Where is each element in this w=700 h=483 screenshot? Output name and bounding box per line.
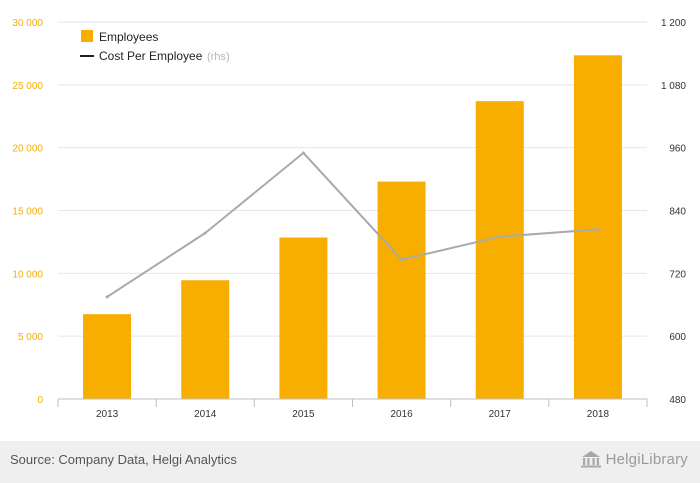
y-left-tick-label: 20 000 (12, 144, 43, 155)
bar-employees-2017 (475, 101, 524, 400)
point-cost-per-employee-2016 (400, 258, 404, 262)
x-tick-label: 2018 (587, 409, 610, 420)
point-cost-per-employee-2015 (301, 151, 305, 155)
x-tick-label: 2015 (292, 409, 315, 420)
bar-employees-2013 (83, 314, 132, 399)
legend-swatch-employees (81, 30, 93, 42)
footer: Source: Company Data, Helgi Analytics He… (0, 441, 700, 483)
legend-label-cost-per-employee: Cost Per Employee (99, 49, 203, 63)
y-right-tick-label: 1 200 (661, 18, 686, 29)
bar-employees-2016 (377, 181, 426, 399)
x-tick-label: 2013 (96, 409, 119, 420)
point-cost-per-employee-2014 (203, 231, 207, 235)
library-building-icon (580, 451, 601, 468)
y-left-tick-label: 30 000 (12, 18, 43, 29)
x-tick-label: 2016 (390, 409, 413, 420)
point-cost-per-employee-2013 (105, 295, 109, 299)
y-left-tick-label: 0 (37, 395, 43, 406)
y-left-tick-label: 10 000 (12, 269, 43, 280)
bar-employees-2018 (573, 55, 622, 399)
bar-employees-2015 (279, 237, 328, 399)
y-right-tick-label: 480 (669, 395, 686, 406)
x-tick-label: 2017 (489, 409, 512, 420)
brand-logo[interactable]: HelgiLibrary (580, 450, 688, 468)
point-cost-per-employee-2017 (498, 235, 502, 239)
y-left-tick-label: 5 000 (18, 332, 43, 343)
legend-label-employees: Employees (99, 30, 158, 44)
y-right-tick-label: 720 (669, 269, 686, 280)
brand-name: HelgiLibrary (605, 450, 688, 468)
y-left-tick-label: 25 000 (12, 81, 43, 92)
point-cost-per-employee-2018 (596, 227, 600, 231)
y-right-tick-label: 600 (669, 332, 686, 343)
source-note: Source: Company Data, Helgi Analytics (10, 452, 237, 467)
y-left-tick-label: 15 000 (12, 207, 43, 218)
y-right-tick-label: 960 (669, 144, 686, 155)
x-tick-label: 2014 (194, 409, 217, 420)
legend-suffix-rhs: (rhs) (207, 51, 230, 63)
line-cost-per-employee (106, 151, 598, 298)
bar-employees-2014 (181, 280, 230, 399)
y-right-tick-label: 840 (669, 207, 686, 218)
chart: 0 5 000 10 000 15 000 20 000 25 000 30 000 480 6… (12, 18, 686, 420)
y-right-tick-label: 1 080 (661, 81, 686, 92)
